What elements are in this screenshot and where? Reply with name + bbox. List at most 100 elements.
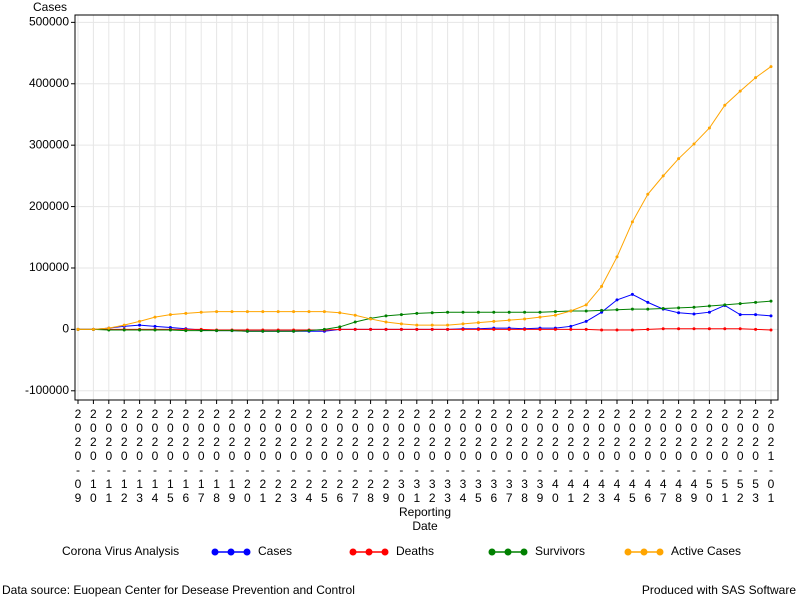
point	[677, 327, 681, 331]
point	[615, 298, 619, 302]
point	[754, 313, 758, 317]
x-tick-label: 2020-11	[101, 407, 116, 505]
point	[707, 126, 711, 130]
point	[384, 314, 388, 318]
y-tick-label: 500000	[29, 15, 69, 29]
point	[230, 329, 234, 333]
x-tick-label: 2020-13	[132, 407, 147, 505]
x-tick-label: 2020-18	[209, 407, 224, 505]
series-line	[78, 300, 772, 332]
point	[707, 310, 711, 314]
legend-marker	[365, 548, 373, 556]
point	[261, 329, 265, 333]
point	[677, 306, 681, 310]
point	[553, 313, 557, 317]
point	[476, 321, 480, 325]
point	[476, 327, 480, 331]
point	[276, 310, 280, 314]
point	[584, 319, 588, 323]
legend-label: Cases	[258, 544, 292, 558]
point	[353, 313, 357, 317]
point	[353, 320, 357, 324]
point	[122, 328, 126, 332]
point	[138, 328, 142, 332]
legend-title: Corona Virus Analysis	[62, 544, 179, 558]
point	[630, 328, 634, 332]
x-tick-label: 2020-14	[148, 407, 162, 505]
point	[138, 319, 142, 323]
point	[399, 327, 403, 331]
point	[461, 310, 465, 314]
point	[661, 174, 665, 178]
point	[646, 300, 650, 304]
legend-marker	[211, 548, 219, 556]
point	[661, 327, 665, 331]
point	[184, 329, 188, 333]
x-tick-label: 2020-12	[117, 407, 132, 505]
point	[692, 327, 696, 331]
x-tick-label: 2020-16	[178, 407, 193, 505]
x-tick-label: 2020-49	[687, 407, 701, 505]
point	[523, 310, 527, 314]
point	[661, 307, 665, 311]
footnote: Produced with SAS Software	[642, 583, 796, 597]
point	[615, 308, 619, 312]
point	[415, 323, 419, 327]
y-axis-label: Cases	[33, 0, 67, 14]
point	[307, 310, 311, 314]
series-line	[78, 66, 772, 330]
point	[507, 310, 511, 314]
point	[738, 313, 742, 317]
x-axis-label: Reporting Date	[398, 505, 452, 533]
x-tick-label: 2020-53	[748, 407, 763, 505]
point	[646, 307, 650, 311]
point	[569, 309, 573, 313]
point	[338, 327, 342, 331]
point	[507, 327, 511, 331]
point	[492, 327, 496, 331]
point	[553, 327, 557, 331]
point	[523, 317, 527, 321]
x-tick-label: 2020-46	[640, 407, 655, 505]
point	[384, 327, 388, 331]
legend-marker	[488, 548, 496, 556]
point	[107, 326, 111, 330]
point	[754, 76, 758, 80]
point	[646, 192, 650, 196]
point	[692, 312, 696, 316]
point	[476, 310, 480, 314]
point	[677, 311, 681, 315]
legend-marker	[504, 548, 512, 556]
point	[292, 310, 296, 314]
point	[723, 327, 727, 331]
legend-marker	[656, 548, 664, 556]
point	[430, 327, 434, 331]
point	[723, 303, 727, 307]
point	[230, 310, 234, 314]
point	[769, 299, 773, 303]
legend-label: Survivors	[535, 544, 585, 558]
x-tick-label: 2020-26	[332, 407, 347, 505]
point	[769, 314, 773, 318]
x-tick-label: 2020-44	[610, 407, 624, 505]
point	[707, 327, 711, 331]
x-tick-label: 2020-20	[240, 407, 255, 505]
y-tick-label: 300000	[29, 137, 69, 151]
point	[615, 328, 619, 332]
x-tick-label: 2020-15	[163, 407, 178, 505]
x-tick-label: 2020-19	[225, 407, 239, 505]
point	[523, 327, 527, 331]
point	[677, 157, 681, 161]
x-tick-label: 2020-33	[440, 407, 455, 505]
x-tick-label: 2020-50	[702, 407, 717, 505]
point	[338, 311, 342, 315]
x-tick-label: 2020-37	[502, 407, 517, 505]
point	[738, 89, 742, 93]
point	[430, 311, 434, 315]
point	[338, 325, 342, 329]
point	[646, 327, 650, 331]
x-tick-label: 2020-31	[409, 407, 424, 505]
x-tick-label: 2020-42	[579, 407, 594, 505]
point	[215, 329, 219, 333]
